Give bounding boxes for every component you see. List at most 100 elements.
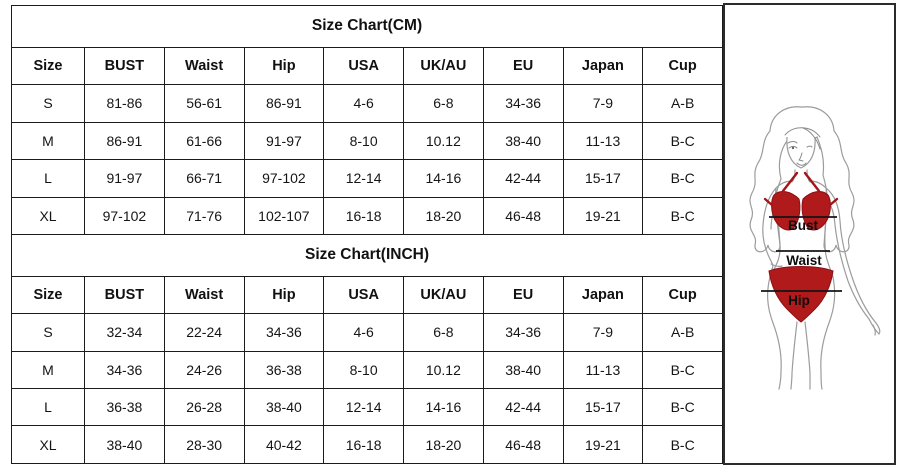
header-row: Size BUST Waist Hip USA UK/AU EU Japan Cup (11, 275, 723, 315)
size-value-cell: 42-44 (482, 388, 564, 427)
column-header: BUST (84, 275, 165, 315)
size-value-cell: 28-30 (163, 425, 245, 464)
size-label-cell: M (11, 121, 85, 161)
size-value-cell: 7-9 (562, 84, 644, 123)
size-value-cell: 61-66 (163, 121, 245, 161)
size-value-cell: 38-40 (482, 121, 564, 161)
size-value-cell: 42-44 (482, 159, 564, 198)
column-header: UK/AU (403, 275, 484, 315)
size-value-cell: 16-18 (323, 196, 404, 235)
bikini-swimsuit (768, 191, 834, 323)
size-value-cell: 4-6 (323, 84, 404, 123)
size-value-cell: 34-36 (482, 313, 564, 352)
size-value-cell: 8-10 (323, 350, 404, 390)
size-value-cell: 86-91 (84, 121, 165, 161)
bikini-bottom (768, 266, 834, 323)
size-value-cell: 19-21 (562, 425, 644, 464)
size-value-cell: 14-16 (403, 159, 484, 198)
size-value-cell: 102-107 (243, 196, 325, 235)
size-value-cell: 14-16 (403, 388, 484, 427)
size-value-cell: 38-40 (84, 425, 165, 464)
column-header: EU (482, 46, 564, 86)
size-value-cell: 4-6 (323, 313, 404, 352)
size-value-cell: 12-14 (323, 388, 404, 427)
size-value-cell: 6-8 (403, 84, 484, 123)
size-value-cell: 15-17 (562, 159, 644, 198)
size-row: XL 97-102 71-76 102-107 16-18 18-20 46-48 19-21… (11, 196, 723, 235)
hip-label: Hip (788, 293, 810, 308)
size-value-cell: 8-10 (323, 121, 404, 161)
size-value-cell: 10.12 (403, 121, 484, 161)
column-header: Size (11, 46, 85, 86)
column-header: EU (482, 275, 564, 315)
size-value-cell: 18-20 (403, 425, 484, 464)
size-value-cell: A-B (642, 313, 723, 352)
size-value-cell: 34-36 (243, 313, 325, 352)
size-value-cell: 71-76 (163, 196, 245, 235)
size-value-cell: 34-36 (84, 350, 165, 390)
size-value-cell: 19-21 (562, 196, 644, 235)
size-value-cell: 38-40 (243, 388, 325, 427)
section-title: Size Chart(INCH) (11, 233, 723, 277)
size-value-cell: B-C (642, 425, 723, 464)
size-value-cell: B-C (642, 196, 723, 235)
size-value-cell: B-C (642, 388, 723, 427)
section-title: Size Chart(CM) (11, 5, 723, 48)
size-row: S 81-86 56-61 86-91 4-6 6-8 34-36 7-9 A-B (11, 84, 723, 123)
size-value-cell: 24-26 (163, 350, 245, 390)
size-value-cell: 12-14 (323, 159, 404, 198)
size-value-cell: 66-71 (163, 159, 245, 198)
size-value-cell: 26-28 (163, 388, 245, 427)
size-label-cell: M (11, 350, 85, 390)
size-value-cell: 81-86 (84, 84, 165, 123)
bust-label: Bust (788, 218, 819, 233)
section-title-row: Size Chart(CM) (11, 5, 723, 48)
size-value-cell: 34-36 (482, 84, 564, 123)
size-value-cell: 56-61 (163, 84, 245, 123)
size-value-cell: B-C (642, 121, 723, 161)
size-chart-table: Size Chart(CM) Size BUST Waist Hip USA UK/AU EU… (11, 5, 723, 464)
size-value-cell: 11-13 (562, 121, 644, 161)
figure-face (786, 136, 816, 169)
size-value-cell: A-B (642, 84, 723, 123)
size-value-cell: 91-97 (84, 159, 165, 198)
bikini-straps (763, 171, 839, 207)
size-value-cell: 36-38 (243, 350, 325, 390)
size-value-cell: 7-9 (562, 313, 644, 352)
column-header: USA (323, 46, 404, 86)
column-header: Hip (243, 46, 325, 86)
column-header: Waist (163, 275, 245, 315)
size-row: S 32-34 22-24 34-36 4-6 6-8 34-36 7-9 A-B (11, 313, 723, 352)
column-header: USA (323, 275, 404, 315)
size-value-cell: 97-102 (84, 196, 165, 235)
size-row: XL 38-40 28-30 40-42 16-18 18-20 46-48 19-21 B-C (11, 425, 723, 464)
column-header: BUST (84, 46, 165, 86)
size-label-cell: XL (11, 196, 85, 235)
column-header: Japan (562, 46, 644, 86)
column-header: Cup (642, 275, 723, 315)
waist-label: Waist (786, 253, 822, 268)
column-header: Hip (243, 275, 325, 315)
size-label-cell: S (11, 313, 85, 352)
size-value-cell: 97-102 (243, 159, 325, 198)
size-value-cell: 91-97 (243, 121, 325, 161)
size-value-cell: 11-13 (562, 350, 644, 390)
size-label-cell: S (11, 84, 85, 123)
size-value-cell: B-C (642, 159, 723, 198)
size-row: L 36-38 26-28 38-40 12-14 14-16 42-44 15-17 B-C (11, 388, 723, 427)
size-value-cell: 40-42 (243, 425, 325, 464)
size-value-cell: 86-91 (243, 84, 325, 123)
size-label-cell: XL (11, 425, 85, 464)
face-details (784, 127, 821, 166)
column-header: Cup (642, 46, 723, 86)
size-chart-tbody: Size Chart(CM) Size BUST Waist Hip USA UK/AU EU… (11, 5, 723, 464)
size-value-cell: 36-38 (84, 388, 165, 427)
size-value-cell: 46-48 (482, 196, 564, 235)
size-value-cell: 46-48 (482, 425, 564, 464)
size-value-cell: 16-18 (323, 425, 404, 464)
column-header: Size (11, 275, 85, 315)
measurement-figure-panel: Bust Waist Hip (723, 3, 896, 465)
size-value-cell: 18-20 (403, 196, 484, 235)
size-value-cell: 38-40 (482, 350, 564, 390)
